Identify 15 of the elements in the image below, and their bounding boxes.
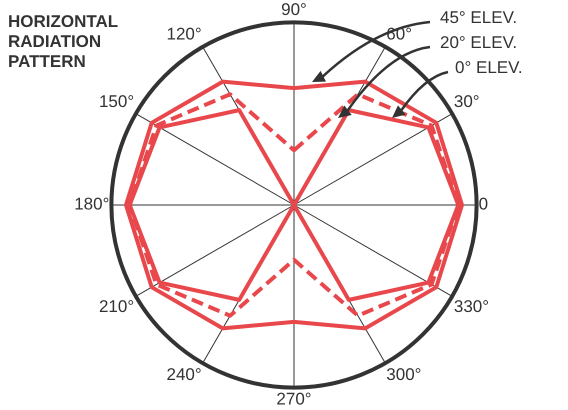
spoke-label: 30°	[454, 92, 480, 112]
text: 45° ELEV.	[440, 8, 518, 28]
spoke-label: 120°	[166, 24, 202, 44]
text: HORIZONTAL RADIATION PATTERN	[8, 12, 119, 72]
spoke-label: 150°	[98, 92, 134, 112]
text: 20° ELEV.	[440, 33, 518, 53]
spoke-label: 240°	[166, 364, 202, 384]
spoke-label: 330°	[454, 297, 490, 316]
spoke-label: 90°	[281, 0, 307, 19]
spoke-label: 210°	[98, 297, 134, 316]
spoke-label: 270°	[276, 389, 312, 408]
text: 0° ELEV.	[455, 58, 523, 78]
spoke-label: 180°	[74, 194, 110, 214]
spoke-label: 300°	[386, 364, 422, 384]
spoke-label: 0	[478, 194, 488, 214]
